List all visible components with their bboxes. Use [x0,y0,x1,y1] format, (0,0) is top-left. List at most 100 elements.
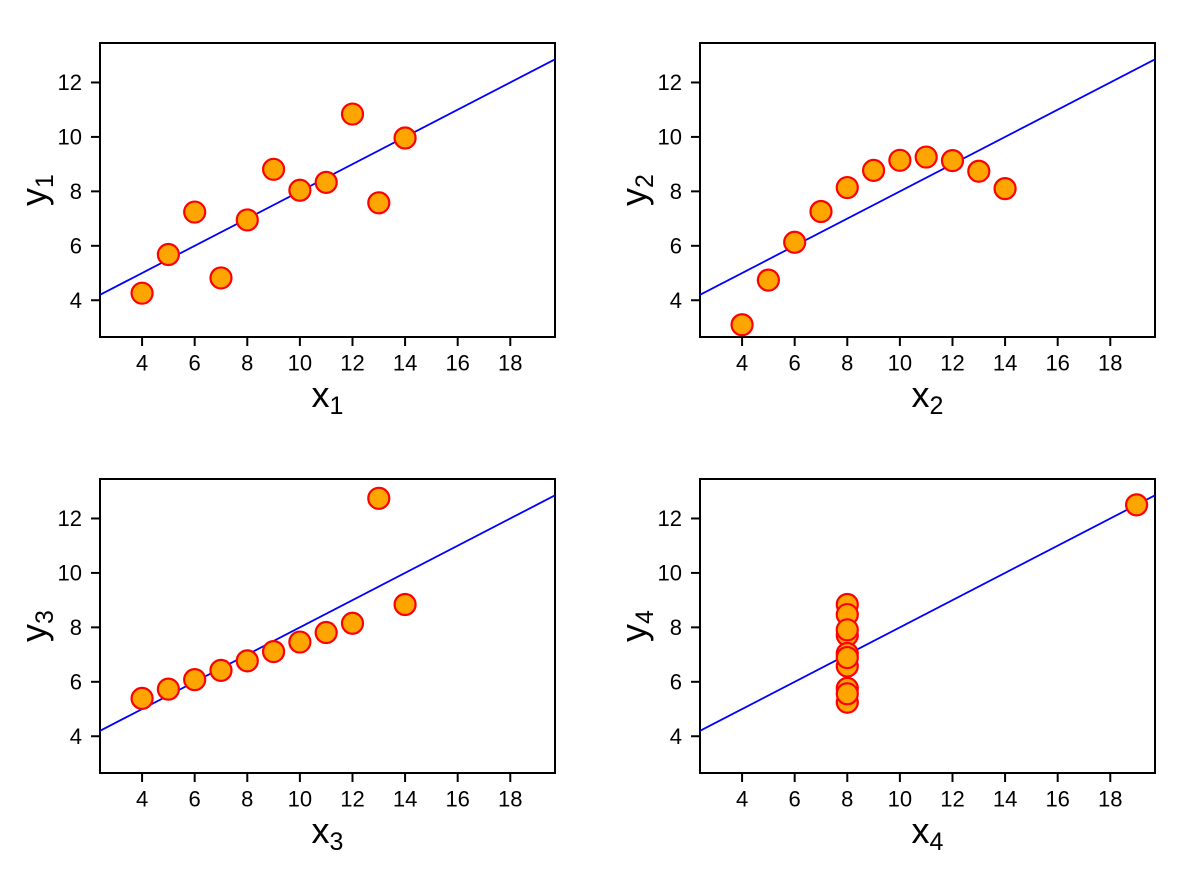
x-axis-label: x1 [312,374,344,420]
x-tick-label: 14 [993,787,1017,812]
plot-box [699,478,1156,774]
y-tick-label: 4 [670,288,682,313]
data-point [209,658,233,682]
x-tick-label: 6 [189,787,201,812]
y-tick-label: 10 [58,561,82,586]
data-point [393,126,417,150]
data-point [235,208,259,232]
x-axis-label: x2 [912,374,944,420]
data-point [288,178,312,202]
data-point [914,145,938,169]
x-tick-label: 6 [789,787,801,812]
y-tick-label: 12 [658,70,682,95]
y-axis-label: y3 [13,610,59,642]
x-tick-label: 14 [393,787,417,812]
data-point [835,175,859,200]
x-tick-label: 16 [1045,351,1069,376]
y-tick-label: 10 [658,561,682,586]
y-tick-label: 12 [58,70,82,95]
x-axis-label: x3 [312,810,344,856]
data-point [756,268,780,292]
x-tick-label: 4 [736,787,748,812]
y-tick-label: 8 [670,615,682,640]
x-tick-label: 10 [288,787,312,812]
data-point [156,677,180,701]
y-axis-label: y4 [613,610,659,642]
data-point [835,618,859,642]
data-point [261,639,286,664]
plot-box [699,42,1156,338]
data-point [888,148,912,172]
y-tick-label: 4 [70,724,82,749]
x-tick-label: 12 [340,351,364,376]
y-tick-label: 8 [70,179,82,204]
x-tick-label: 12 [340,787,364,812]
data-point [809,199,833,224]
data-point [209,266,233,290]
data-point [314,620,338,645]
x-tick-label: 4 [136,351,148,376]
x-tick-label: 8 [841,351,853,376]
y-tick-label: 10 [658,125,682,150]
x-tick-label: 12 [940,351,964,376]
x-tick-label: 16 [445,351,469,376]
x-tick-label: 14 [393,351,417,376]
x-tick-label: 8 [841,787,853,812]
x-tick-label: 8 [241,351,253,376]
data-point [130,686,154,711]
y-tick-label: 6 [70,234,82,259]
data-point [993,177,1017,201]
x-tick-label: 10 [288,351,312,376]
y-tick-label: 8 [70,615,82,640]
y-tick-label: 4 [670,724,682,749]
x-tick-label: 18 [498,787,522,812]
data-point [835,682,859,706]
data-point [783,230,807,254]
plot-box [99,478,556,774]
data-point [967,159,991,183]
y-tick-label: 6 [670,670,682,695]
data-point [314,170,338,194]
data-point [340,611,365,635]
data-point [367,191,391,215]
x-tick-label: 14 [993,351,1017,376]
x-tick-label: 10 [888,787,912,812]
y-tick-label: 10 [58,125,82,150]
data-point [1124,493,1149,517]
regression-line [699,58,1156,296]
plot-box [99,42,556,338]
data-point [130,281,154,305]
x-tick-label: 6 [189,351,201,376]
y-tick-label: 8 [670,179,682,204]
x-tick-label: 16 [1045,787,1069,812]
data-point [183,668,207,692]
x-axis-label: x4 [912,810,944,856]
y-tick-label: 4 [70,288,82,313]
data-point [730,313,754,337]
x-tick-label: 4 [136,787,148,812]
x-tick-label: 4 [736,351,748,376]
x-tick-label: 18 [1098,351,1122,376]
data-point [835,645,859,670]
data-point [288,630,312,654]
data-point [340,102,365,126]
x-tick-label: 18 [1098,787,1122,812]
data-point [861,158,886,182]
y-axis-label: y1 [13,174,59,206]
x-tick-label: 10 [888,351,912,376]
y-tick-label: 12 [58,506,82,531]
x-tick-label: 8 [241,787,253,812]
data-point [156,242,180,267]
data-point [940,149,965,173]
data-point [261,157,286,181]
data-point [393,592,417,617]
regression-line [699,494,1156,732]
x-tick-label: 16 [445,787,469,812]
y-tick-label: 6 [70,670,82,695]
